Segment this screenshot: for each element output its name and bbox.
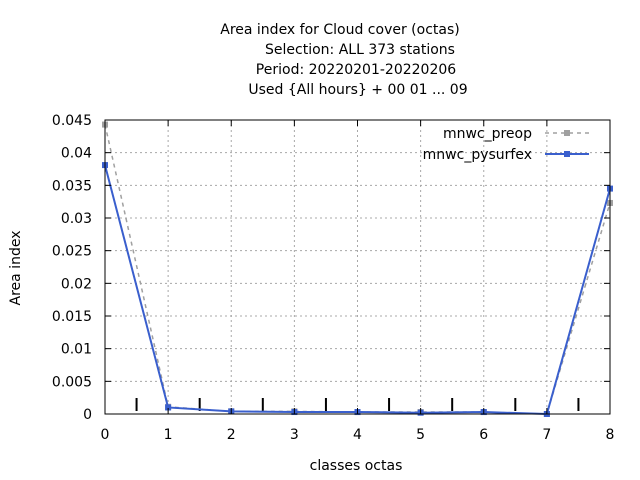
- legend-label: mnwc_pysurfex: [423, 147, 532, 163]
- x-tick-label: 3: [290, 427, 299, 443]
- y-tick-label: 0.005: [52, 374, 92, 390]
- chart-title: Area index for Cloud cover (octas) Selec…: [220, 22, 467, 98]
- y-axis-ticks: 0 0.005 0.01 0.015 0.02 0.025 0.03 0.035 0.04 0.0…: [52, 113, 610, 423]
- legend-marker: [564, 151, 570, 157]
- title-line-2: Selection: ALL 373 stations: [265, 42, 455, 58]
- x-axis-label: classes octas: [310, 458, 403, 474]
- y-tick-label: 0.035: [52, 178, 92, 194]
- y-tick-label: 0.02: [61, 276, 92, 292]
- title-line-3: Period: 20220201-20220206: [256, 62, 456, 78]
- legend: mnwc_preop mnwc_pysurfex: [423, 126, 589, 163]
- x-tick-label: 0: [101, 427, 110, 443]
- x-axis-ticks: 0 1 2 3 4 5 6 7 8: [101, 120, 615, 443]
- x-tick-label: 4: [353, 427, 362, 443]
- y-tick-label: 0: [83, 407, 92, 423]
- x-tick-label: 5: [416, 427, 425, 443]
- x-tick-label: 1: [164, 427, 173, 443]
- y-tick-label: 0.025: [52, 244, 92, 260]
- y-tick-label: 0.03: [61, 211, 92, 227]
- x-tick-label: 6: [479, 427, 488, 443]
- x-tick-label: 2: [227, 427, 236, 443]
- class-boundary-marks: [135, 398, 580, 411]
- title-line-1: Area index for Cloud cover (octas): [220, 22, 459, 38]
- y-tick-label: 0.01: [61, 342, 92, 358]
- y-axis-label: Area index: [8, 231, 24, 306]
- legend-marker: [564, 130, 570, 136]
- x-tick-label: 8: [606, 427, 615, 443]
- title-line-4: Used {All hours} + 00 01 ... 09: [248, 82, 467, 98]
- legend-label: mnwc_preop: [443, 126, 532, 142]
- y-tick-label: 0.045: [52, 113, 92, 129]
- data-point: [165, 404, 172, 411]
- grid-lines: [105, 120, 610, 414]
- y-tick-label: 0.04: [61, 146, 92, 162]
- y-tick-label: 0.015: [52, 309, 92, 325]
- x-tick-label: 7: [542, 427, 551, 443]
